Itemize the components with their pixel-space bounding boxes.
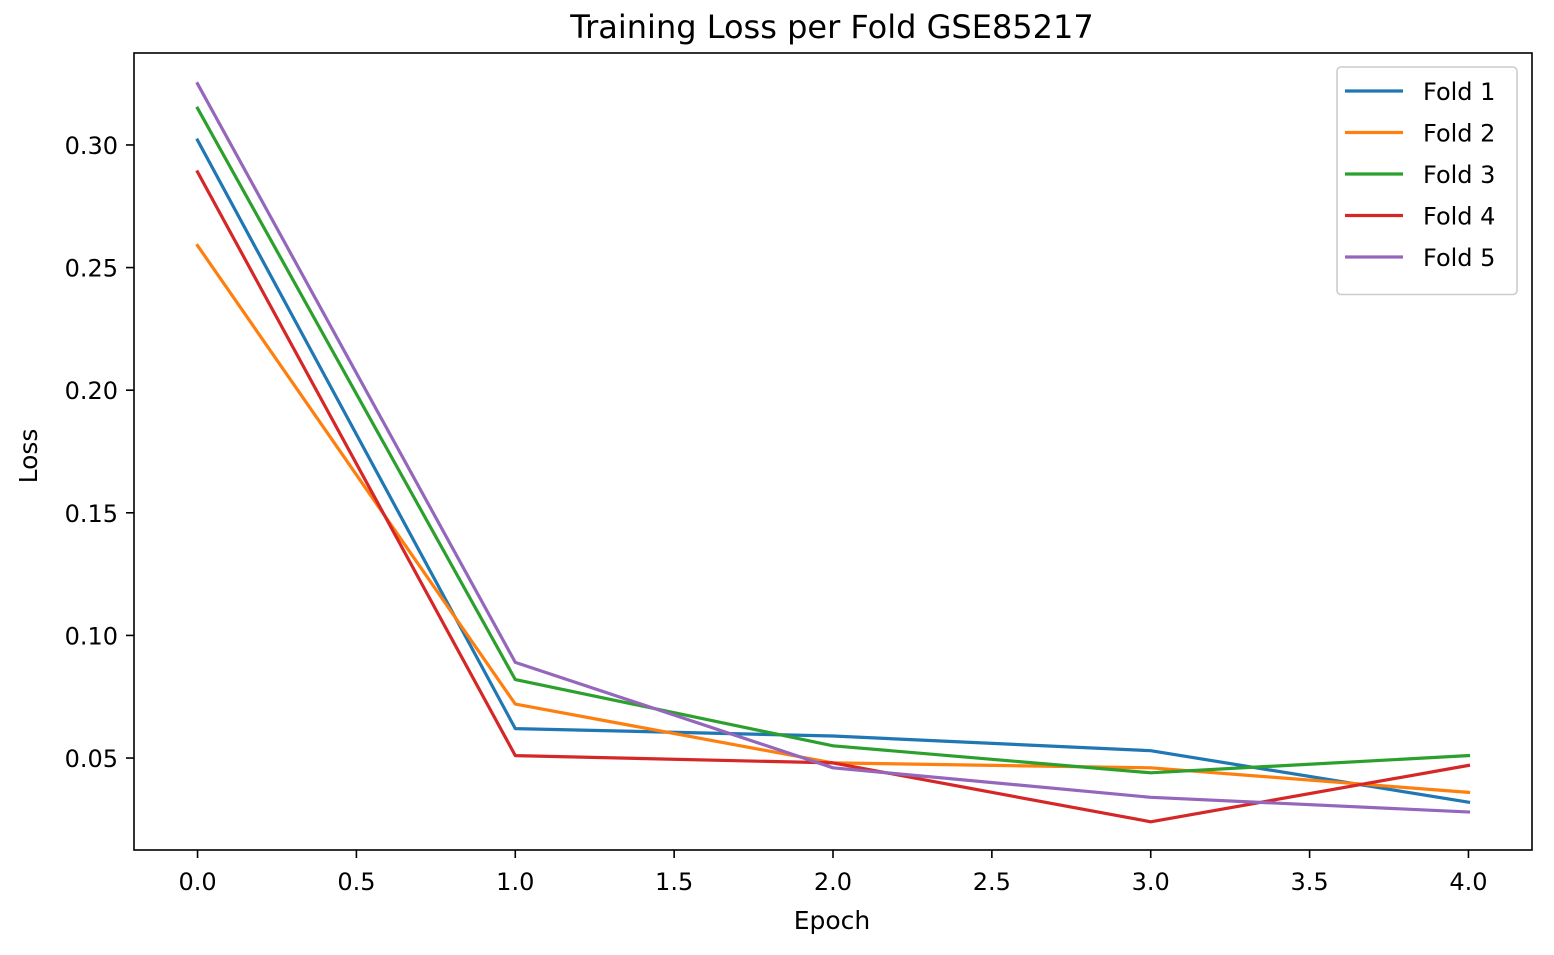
series-layer	[195, 81, 1471, 824]
x-tick-label: 4.0	[1449, 868, 1487, 896]
y-axis: 0.05 0.10 0.15 0.20 0.25 0.30	[65, 132, 134, 773]
y-axis-label: Loss	[14, 429, 43, 484]
x-tick-label: 1.5	[655, 868, 693, 896]
plot-area	[133, 52, 1533, 851]
y-tick-label: 0.05	[65, 745, 118, 773]
x-tick-label: 3.0	[1132, 868, 1170, 896]
series-line-fold-3	[195, 106, 1471, 775]
legend-label-fold-1: Fold 1	[1423, 78, 1495, 106]
x-tick-label: 1.0	[496, 868, 534, 896]
y-tick-label: 0.20	[65, 377, 118, 405]
x-tick-label: 2.5	[973, 868, 1011, 896]
legend-box	[1336, 66, 1518, 296]
plot-frame	[133, 52, 1533, 851]
x-tick-label: 3.5	[1291, 868, 1329, 896]
legend-label-fold-5: Fold 5	[1423, 244, 1495, 272]
y-tick-label: 0.15	[65, 500, 118, 528]
x-axis: 0.0 0.5 1.0 1.5 2.0 2.5 3.0 3.5 4.0	[178, 850, 1488, 896]
x-tick-label: 0.0	[178, 868, 216, 896]
legend-label-fold-2: Fold 2	[1423, 120, 1495, 148]
y-tick-label: 0.25	[65, 255, 118, 283]
y-tick-label: 0.30	[65, 132, 118, 160]
series-line-fold-4	[195, 169, 1471, 824]
legend-label-fold-4: Fold 4	[1423, 203, 1495, 231]
legend-label-fold-3: Fold 3	[1423, 161, 1495, 189]
x-axis-label: Epoch	[794, 906, 871, 935]
series-line-fold-5	[195, 81, 1471, 814]
x-tick-label: 0.5	[337, 868, 375, 896]
legend: Fold 1 Fold 2 Fold 3 Fold 4 Fold 5	[1336, 66, 1518, 296]
series-line-fold-1	[195, 137, 1471, 805]
x-tick-label: 2.0	[814, 868, 852, 896]
y-tick-label: 0.10	[65, 622, 118, 650]
chart-title: Training Loss per Fold GSE85217	[569, 8, 1093, 46]
